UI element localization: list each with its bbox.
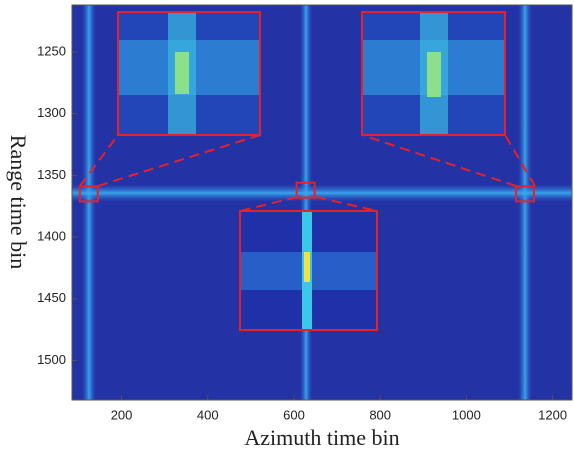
target-box	[295, 181, 316, 199]
x-tick-label: 1200	[538, 407, 567, 422]
x-tick-label: 800	[369, 407, 391, 422]
y-tick-label: 1500	[37, 352, 66, 367]
target-box	[515, 185, 536, 203]
x-axis-label: Azimuth time bin	[244, 425, 399, 450]
inset-middle	[239, 210, 378, 331]
y-tick-label: 1400	[37, 229, 66, 244]
x-tick-label: 400	[197, 407, 219, 422]
y-tick-label: 1250	[37, 43, 66, 58]
x-tick-label: 1000	[452, 407, 481, 422]
connector-lines	[79, 134, 536, 212]
inset-right	[361, 11, 506, 136]
y-axis-label: Range time bin	[6, 135, 31, 269]
y-tick-label: 1300	[37, 105, 66, 120]
plot-frame	[71, 4, 573, 401]
x-tick-label: 200	[111, 407, 133, 422]
y-tick-label: 1450	[37, 290, 66, 305]
y-tick-label: 1350	[37, 167, 66, 182]
inset-left	[117, 11, 261, 136]
target-box	[78, 185, 99, 203]
x-tick-label: 600	[283, 407, 305, 422]
